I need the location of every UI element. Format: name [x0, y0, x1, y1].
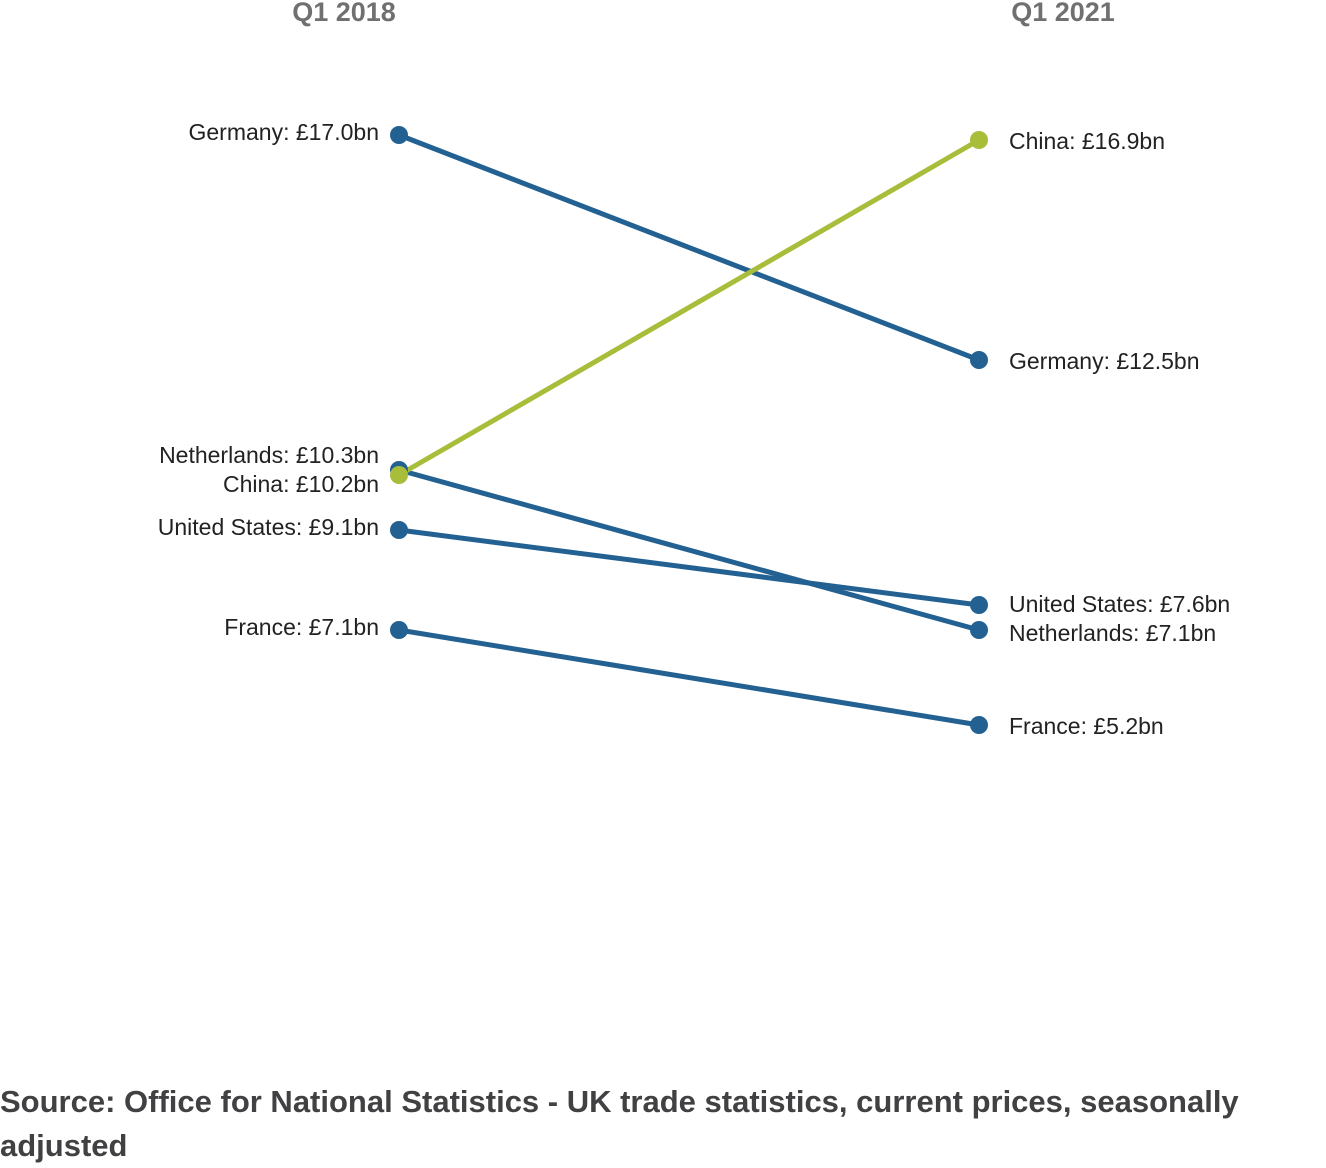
label-france-end: France: £5.2bn	[1009, 713, 1164, 739]
point-netherlands-end	[970, 621, 988, 639]
point-united-states-start	[390, 521, 408, 539]
label-china-end: China: £16.9bn	[1009, 128, 1165, 154]
point-china-start	[390, 466, 408, 484]
label-france-start: France: £7.1bn	[224, 614, 379, 640]
point-china-end	[970, 131, 988, 149]
label-united-states-end: United States: £7.6bn	[1009, 591, 1230, 617]
column-header-left: Q1 2018	[292, 0, 396, 27]
series-line-china	[396, 137, 982, 478]
column-header-right: Q1 2021	[1011, 0, 1115, 27]
slope-points	[390, 126, 988, 734]
point-france-start	[390, 621, 408, 639]
slope-chart: Q1 2018 Q1 2021 Germany: £17.0bnGermany:…	[158, 0, 1230, 739]
series-line-united-states	[396, 527, 982, 608]
point-united-states-end	[970, 596, 988, 614]
series-line-france	[396, 627, 982, 728]
slope-lines	[396, 132, 982, 728]
label-germany-start: Germany: £17.0bn	[188, 119, 379, 145]
label-china-start: China: £10.2bn	[223, 471, 379, 497]
label-netherlands-start: Netherlands: £10.3bn	[159, 442, 379, 468]
point-labels: Germany: £17.0bn Germany: £12.5bn Netherla…	[158, 119, 1230, 739]
label-germany-end: Germany: £12.5bn	[1009, 348, 1200, 374]
point-germany-start	[390, 126, 408, 144]
series-line-germany	[396, 132, 982, 363]
series-line-netherlands	[396, 467, 982, 633]
point-france-end	[970, 716, 988, 734]
label-united-states-start: United States: £9.1bn	[158, 514, 379, 540]
point-germany-end	[970, 351, 988, 369]
source-note: Source: Office for National Statistics -…	[0, 1084, 1239, 1163]
label-netherlands-end: Netherlands: £7.1bn	[1009, 620, 1216, 646]
